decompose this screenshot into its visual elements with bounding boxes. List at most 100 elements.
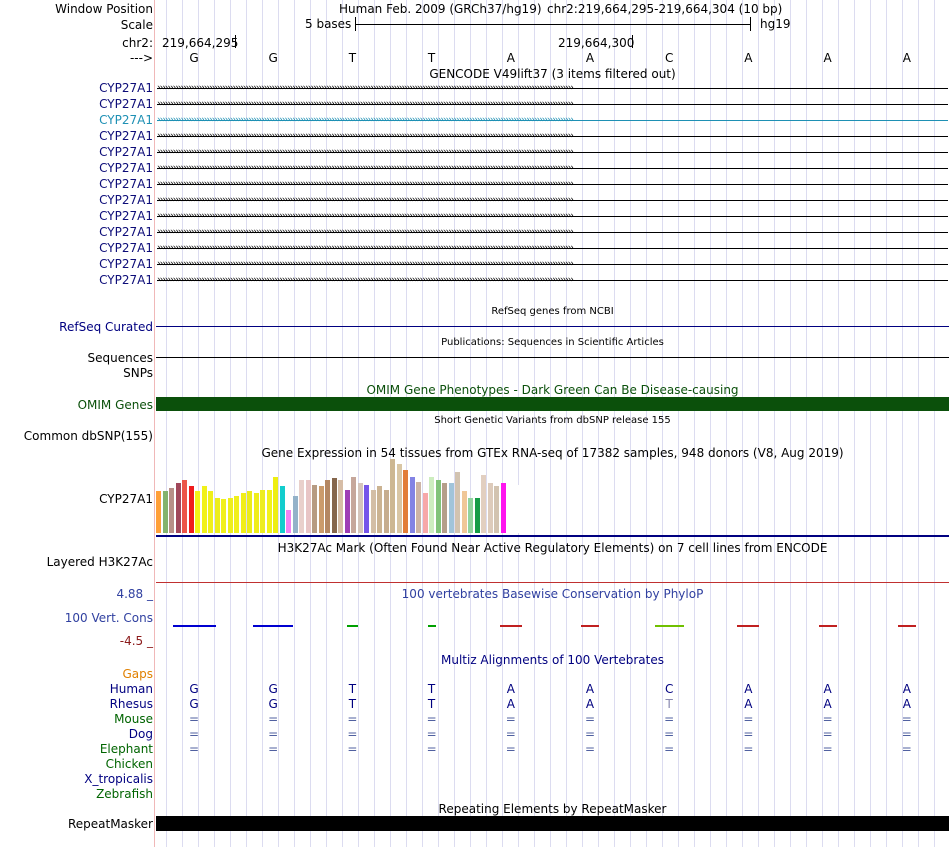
gtex-tissue-bar[interactable] bbox=[253, 493, 259, 533]
gencode-item-line[interactable] bbox=[157, 248, 948, 249]
gtex-tissue-bar[interactable] bbox=[370, 490, 376, 533]
gtex-tissue-bar[interactable] bbox=[396, 464, 402, 533]
phylop-score-mark[interactable] bbox=[499, 625, 522, 627]
gtex-tissue-bar[interactable] bbox=[481, 475, 486, 533]
gtex-tissue-bar[interactable] bbox=[240, 493, 246, 533]
gencode-item-label[interactable]: CYP27A1 bbox=[99, 81, 153, 95]
gtex-tissue-bar[interactable] bbox=[461, 491, 467, 533]
gtex-gene-label[interactable]: CYP27A1 bbox=[99, 492, 153, 506]
gtex-tissue-bar[interactable] bbox=[513, 485, 519, 533]
multiz-species-label[interactable]: Chicken bbox=[105, 757, 153, 771]
gtex-tissue-bar[interactable] bbox=[188, 486, 194, 533]
multiz-species-label[interactable]: Rhesus bbox=[109, 697, 153, 711]
gtex-tissue-bar[interactable] bbox=[305, 480, 311, 533]
gtex-expression-chart[interactable] bbox=[156, 459, 949, 534]
multiz-species-label[interactable]: Zebrafish bbox=[96, 787, 153, 801]
gencode-item-line[interactable] bbox=[157, 280, 948, 281]
gtex-tissue-bar[interactable] bbox=[162, 491, 168, 533]
gtex-tissue-bar[interactable] bbox=[455, 472, 460, 533]
gtex-tissue-bar[interactable] bbox=[312, 485, 317, 533]
gtex-tissue-bar[interactable] bbox=[266, 490, 272, 533]
gtex-tissue-bar[interactable] bbox=[351, 477, 356, 533]
gencode-item-line[interactable] bbox=[157, 264, 948, 265]
gtex-tissue-bar[interactable] bbox=[182, 480, 187, 533]
multiz-species-label[interactable]: X_tropicalis bbox=[84, 772, 153, 786]
gtex-tissue-bar[interactable] bbox=[247, 491, 252, 533]
phylop-conservation-row[interactable] bbox=[156, 624, 949, 630]
gencode-item-line[interactable] bbox=[157, 88, 948, 89]
gtex-tissue-bar[interactable] bbox=[416, 482, 421, 533]
gtex-tissue-bar[interactable] bbox=[318, 486, 324, 533]
repeatmasker-track-label[interactable]: RepeatMasker bbox=[67, 817, 153, 831]
gtex-tissue-bar[interactable] bbox=[279, 486, 285, 533]
gtex-tissue-bar[interactable] bbox=[331, 478, 337, 533]
gtex-tissue-bar[interactable] bbox=[494, 486, 499, 533]
gencode-item-line[interactable] bbox=[157, 104, 948, 105]
phylop-track-label[interactable]: 100 Vert. Cons bbox=[64, 611, 153, 625]
gencode-item-line[interactable] bbox=[157, 152, 948, 153]
gtex-tissue-bar[interactable] bbox=[500, 483, 506, 533]
gtex-tissue-bar[interactable] bbox=[377, 486, 382, 533]
gencode-item-label[interactable]: CYP27A1 bbox=[99, 193, 153, 207]
gtex-tissue-bar[interactable] bbox=[338, 480, 343, 533]
publications-track-label[interactable]: Sequences bbox=[87, 351, 153, 365]
gtex-tissue-bar[interactable] bbox=[474, 498, 480, 533]
phylop-score-mark[interactable] bbox=[581, 625, 599, 627]
gtex-tissue-bar[interactable] bbox=[344, 490, 350, 533]
gtex-tissue-bar[interactable] bbox=[260, 490, 265, 533]
gencode-item-label[interactable]: CYP27A1 bbox=[99, 113, 153, 127]
phylop-score-mark[interactable] bbox=[427, 625, 436, 627]
omim-gene-bar[interactable] bbox=[156, 397, 949, 411]
phylop-score-mark[interactable] bbox=[253, 625, 294, 627]
gencode-item-line[interactable] bbox=[157, 120, 948, 121]
phylop-score-mark[interactable] bbox=[818, 625, 837, 627]
multiz-species-label[interactable]: Human bbox=[109, 682, 153, 696]
gtex-tissue-bar[interactable] bbox=[201, 486, 207, 533]
gtex-tissue-bar[interactable] bbox=[325, 480, 330, 533]
gencode-item-line[interactable] bbox=[157, 168, 948, 169]
gtex-tissue-bar[interactable] bbox=[208, 491, 213, 533]
gtex-tissue-bar[interactable] bbox=[409, 477, 415, 533]
position-text[interactable]: chr2:219,664,295-219,664,304 (10 bp) bbox=[547, 2, 783, 16]
gtex-tissue-bar[interactable] bbox=[507, 488, 512, 533]
gtex-tissue-bar[interactable] bbox=[403, 470, 408, 533]
gtex-tissue-bar[interactable] bbox=[468, 498, 473, 533]
gencode-item-line[interactable] bbox=[157, 200, 948, 201]
gtex-tissue-bar[interactable] bbox=[429, 477, 434, 533]
repeatmasker-bar[interactable] bbox=[156, 816, 949, 831]
gencode-item-label[interactable]: CYP27A1 bbox=[99, 257, 153, 271]
gtex-tissue-bar[interactable] bbox=[156, 491, 161, 533]
omim-track-label[interactable]: OMIM Genes bbox=[77, 398, 153, 412]
gtex-tissue-bar[interactable] bbox=[442, 483, 447, 533]
gencode-item-line[interactable] bbox=[157, 216, 948, 217]
gtex-tissue-bar[interactable] bbox=[175, 483, 181, 533]
gtex-tissue-bar[interactable] bbox=[383, 490, 389, 533]
gtex-tissue-bar[interactable] bbox=[227, 498, 233, 533]
refseq-track-label[interactable]: RefSeq Curated bbox=[59, 320, 153, 334]
gencode-item-line[interactable] bbox=[157, 184, 948, 185]
gtex-tissue-bar[interactable] bbox=[234, 496, 239, 533]
gtex-tissue-bar[interactable] bbox=[292, 496, 298, 533]
phylop-score-mark[interactable] bbox=[346, 625, 358, 627]
gencode-item-label[interactable]: CYP27A1 bbox=[99, 209, 153, 223]
gencode-item-label[interactable]: CYP27A1 bbox=[99, 145, 153, 159]
gtex-tissue-bar[interactable] bbox=[273, 477, 278, 533]
gencode-item-line[interactable] bbox=[157, 136, 948, 137]
gtex-tissue-bar[interactable] bbox=[286, 510, 291, 533]
gencode-item-label[interactable]: CYP27A1 bbox=[99, 129, 153, 143]
gtex-tissue-bar[interactable] bbox=[169, 488, 174, 533]
gtex-tissue-bar[interactable] bbox=[487, 483, 493, 533]
gtex-tissue-bar[interactable] bbox=[448, 483, 454, 533]
gencode-item-label[interactable]: CYP27A1 bbox=[99, 241, 153, 255]
h3k27ac-track-label[interactable]: Layered H3K27Ac bbox=[46, 555, 153, 569]
gtex-tissue-bar[interactable] bbox=[221, 499, 226, 533]
phylop-score-mark[interactable] bbox=[737, 625, 760, 627]
phylop-score-mark[interactable] bbox=[172, 625, 216, 627]
gencode-item-label[interactable]: CYP27A1 bbox=[99, 225, 153, 239]
gtex-tissue-bar[interactable] bbox=[299, 480, 304, 533]
gencode-item-label[interactable]: CYP27A1 bbox=[99, 273, 153, 287]
phylop-score-mark[interactable] bbox=[654, 625, 684, 627]
gtex-tissue-bar[interactable] bbox=[435, 480, 441, 533]
dbsnp-track-label[interactable]: Common dbSNP(155) bbox=[23, 429, 153, 443]
